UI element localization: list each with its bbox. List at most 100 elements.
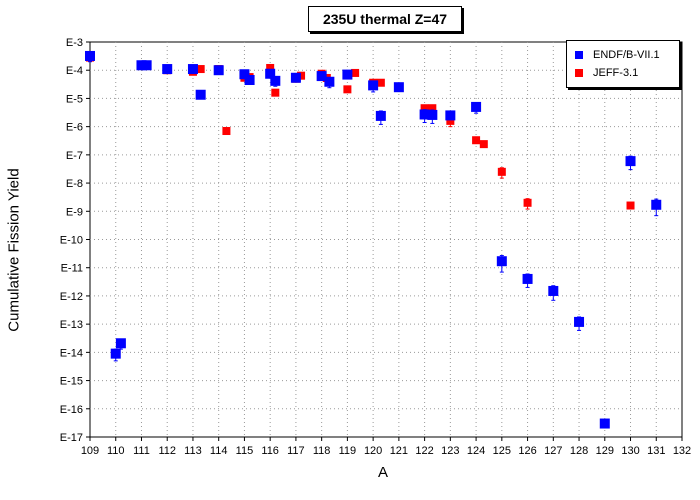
data-point xyxy=(343,85,352,94)
legend-item-endf: ENDF/B-VII.1 xyxy=(575,47,660,63)
x-tick-label: 110 xyxy=(107,445,125,457)
x-tick-label: 113 xyxy=(184,445,202,457)
data-point xyxy=(270,75,281,86)
data-point xyxy=(599,418,610,429)
y-tick-label: E-9 xyxy=(66,206,83,218)
data-point xyxy=(196,65,205,74)
x-tick-label: 124 xyxy=(467,445,485,457)
data-point xyxy=(375,110,386,121)
x-tick-label: 121 xyxy=(390,445,408,457)
y-axis-ticks: E-3 E-4 E-5 E-6 E-7 E-8 E-9 E-10 E-11 E-12 E-13 E-1… xyxy=(60,37,90,444)
x-tick-label: 114 xyxy=(210,445,228,457)
data-point xyxy=(222,127,231,136)
data-point xyxy=(297,71,306,80)
y-tick-label: E-10 xyxy=(60,235,83,247)
y-tick-label: E-13 xyxy=(60,319,83,331)
data-point xyxy=(626,201,635,210)
y-tick-label: E-17 xyxy=(60,432,83,444)
data-point xyxy=(497,167,506,176)
data-point xyxy=(290,72,301,83)
data-point xyxy=(265,68,276,79)
legend-item-jeff: JEFF-3.1 xyxy=(575,65,638,81)
x-tick-label: 112 xyxy=(158,445,176,457)
data-point xyxy=(479,140,488,149)
data-point xyxy=(213,65,224,76)
data-point xyxy=(393,82,404,93)
data-point xyxy=(471,101,482,112)
chart-title: 235U thermal Z=47 xyxy=(308,6,462,32)
x-axis-ticks: 109 110 111 112 113 114 115 116 117 118 119 120 121 1… xyxy=(81,437,691,457)
x-tick-label: 122 xyxy=(415,445,433,457)
data-point xyxy=(625,156,636,167)
data-point xyxy=(419,109,430,120)
data-point xyxy=(271,88,280,97)
data-point xyxy=(342,69,353,80)
x-tick-label: 130 xyxy=(621,445,639,457)
data-point xyxy=(110,348,121,359)
x-axis-label: A xyxy=(378,464,389,481)
y-tick-label: E-7 xyxy=(66,150,83,162)
x-tick-label: 118 xyxy=(313,445,331,457)
data-point xyxy=(162,64,173,75)
x-tick-label: 117 xyxy=(287,445,305,457)
y-axis-label: Cumulative Fission Yield xyxy=(5,168,23,332)
data-point xyxy=(141,60,152,71)
y-tick-label: E-14 xyxy=(60,347,83,359)
x-tick-label: 120 xyxy=(364,445,382,457)
data-point xyxy=(266,63,275,72)
data-point xyxy=(446,116,455,125)
x-tick-label: 119 xyxy=(339,445,357,457)
data-point xyxy=(651,199,662,210)
y-tick-label: E-4 xyxy=(66,65,83,77)
data-series xyxy=(85,50,662,429)
grid-lines xyxy=(90,42,682,437)
data-point xyxy=(244,74,255,85)
legend-marker-jeff xyxy=(575,69,583,78)
y-tick-label: E-6 xyxy=(66,122,83,134)
data-point xyxy=(445,110,456,121)
x-tick-label: 129 xyxy=(596,445,614,457)
data-point xyxy=(85,50,95,61)
data-point xyxy=(187,64,198,75)
x-tick-label: 123 xyxy=(441,445,459,457)
data-point xyxy=(239,69,250,80)
y-tick-label: E-3 xyxy=(66,37,83,49)
data-point xyxy=(428,104,437,113)
data-point xyxy=(574,316,585,327)
series-endf xyxy=(85,50,662,429)
y-tick-label: E-12 xyxy=(60,291,83,303)
x-tick-label: 132 xyxy=(673,445,691,457)
data-point xyxy=(324,76,335,87)
data-point xyxy=(351,68,360,77)
x-tick-label: 127 xyxy=(544,445,562,457)
legend-label-jeff: JEFF-3.1 xyxy=(593,67,639,80)
data-point xyxy=(472,136,481,145)
data-point xyxy=(316,71,327,82)
data-point xyxy=(136,60,147,71)
data-point xyxy=(522,273,533,284)
data-point xyxy=(195,89,206,100)
data-point xyxy=(115,338,126,349)
legend-marker-endf xyxy=(575,51,583,60)
data-point xyxy=(420,104,429,113)
y-tick-label: E-16 xyxy=(60,404,83,416)
y-tick-label: E-8 xyxy=(66,178,83,190)
x-tick-label: 116 xyxy=(261,445,279,457)
data-point xyxy=(523,198,532,207)
x-tick-label: 131 xyxy=(647,445,665,457)
y-tick-label: E-11 xyxy=(61,263,83,275)
data-point xyxy=(548,285,559,296)
data-point xyxy=(376,78,385,87)
x-tick-label: 109 xyxy=(81,445,99,457)
x-tick-label: 126 xyxy=(518,445,536,457)
x-tick-label: 125 xyxy=(493,445,511,457)
legend-label-endf: ENDF/B-VII.1 xyxy=(593,49,660,62)
x-tick-label: 128 xyxy=(570,445,588,457)
data-point xyxy=(427,109,438,120)
x-tick-label: 115 xyxy=(236,445,254,457)
y-tick-label: E-15 xyxy=(60,376,83,388)
data-point xyxy=(496,256,507,267)
x-tick-label: 111 xyxy=(133,445,150,457)
y-tick-label: E-5 xyxy=(66,93,83,105)
